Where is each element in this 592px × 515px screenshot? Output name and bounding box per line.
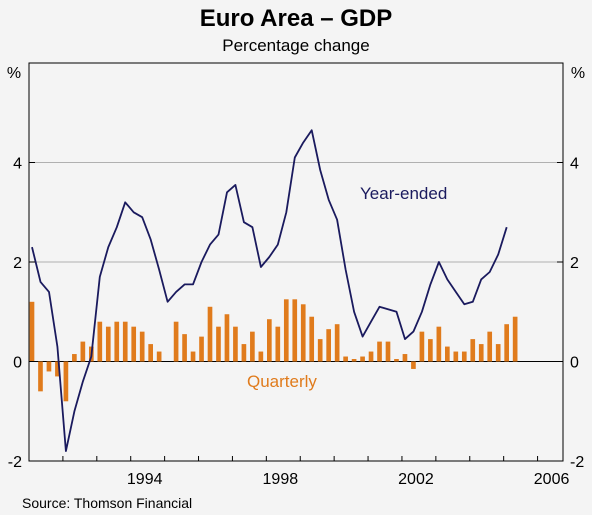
x-tick-label: 1998 [263,471,299,488]
quarterly-bar [470,339,476,362]
y-tick-label-right: 0 [570,355,579,372]
quarterly-bar [233,326,238,362]
quarterly-bar [38,361,43,392]
quarterly-bar [139,331,145,362]
quarterly-bar [394,359,399,362]
source-note: Source: Thomson Financial [22,495,192,511]
quarterly-bar [461,351,467,362]
quarterly-bar [292,299,298,362]
quarterly-bar [445,346,450,362]
quarterly-bar [207,306,213,362]
quarterly-bar [173,321,179,362]
quarterly-bar [216,326,221,362]
x-axis: 1994 1998 2002 2006 [28,456,570,488]
y-tick-label-left: 0 [13,355,22,372]
quarterly-bar [72,354,77,362]
quarterly-bars [29,299,518,402]
quarterly-bar [495,344,501,362]
quarterly-bar [97,321,103,362]
quarterly-bar [224,314,230,362]
quarterly-bar [156,351,162,362]
quarterly-bar [428,339,433,362]
y-tick-label-right: 2 [570,255,579,272]
quarterly-bar [512,316,518,362]
quarterly-bar [377,341,382,362]
quarterly-bar [275,326,281,362]
quarterly-label: Quarterly [247,372,317,391]
y-tick-label-left: 2 [13,255,22,272]
quarterly-bar [80,341,86,362]
quarterly-bar [504,324,509,362]
chart-title: Euro Area – GDP [200,5,393,32]
chart-subtitle: Percentage change [222,36,369,55]
quarterly-bar [368,351,374,362]
y-tick-label-right: 4 [570,156,579,173]
quarterly-bar [411,361,416,369]
y-tick-label-left: -2 [8,454,22,471]
quarterly-bar [351,359,357,362]
year-ended-label: Year-ended [360,184,447,203]
right-unit-label: % [571,65,585,82]
quarterly-bar [267,319,272,362]
quarterly-bar [360,356,365,362]
quarterly-bar [326,329,331,362]
quarterly-bar [283,299,289,362]
quarterly-bar [309,316,315,362]
quarterly-bar [55,361,60,377]
x-tick-label: 2002 [398,471,434,488]
quarterly-bar [148,344,153,362]
quarterly-bar [487,331,493,362]
quarterly-bar [182,334,187,362]
quarterly-bar [114,321,120,362]
quarterly-bar [190,351,196,362]
quarterly-bar [46,361,52,372]
quarterly-bar [199,336,204,362]
quarterly-bar [343,356,348,362]
quarterly-bar [241,344,247,362]
quarterly-bar [334,324,340,362]
quarterly-bar [250,331,255,362]
quarterly-bar [385,341,391,362]
quarterly-bar [300,304,306,362]
quarterly-bar [478,344,484,362]
quarterly-bar [131,326,137,362]
year-ended-line-layer [31,129,508,453]
y-tick-label-right: -2 [570,454,584,471]
y-axis-left: -2 0 2 4 [8,156,35,471]
quarterly-bar [63,361,69,402]
quarterly-bar [453,351,459,362]
quarterly-bar [122,321,128,362]
x-tick-label: 1994 [127,471,163,488]
left-unit-label: % [7,65,21,82]
y-tick-label-left: 4 [13,156,22,173]
quarterly-bar [258,351,264,362]
year-ended-line [31,129,508,453]
quarterly-bar [402,354,408,362]
y-axis-right: -2 0 2 4 [557,156,584,471]
quarterly-bar [105,326,111,362]
quarterly-bar [317,339,323,362]
x-tick-label: 2006 [534,471,570,488]
quarterly-bar [436,326,442,362]
quarterly-bar [419,331,425,362]
quarterly-bar [29,301,35,362]
